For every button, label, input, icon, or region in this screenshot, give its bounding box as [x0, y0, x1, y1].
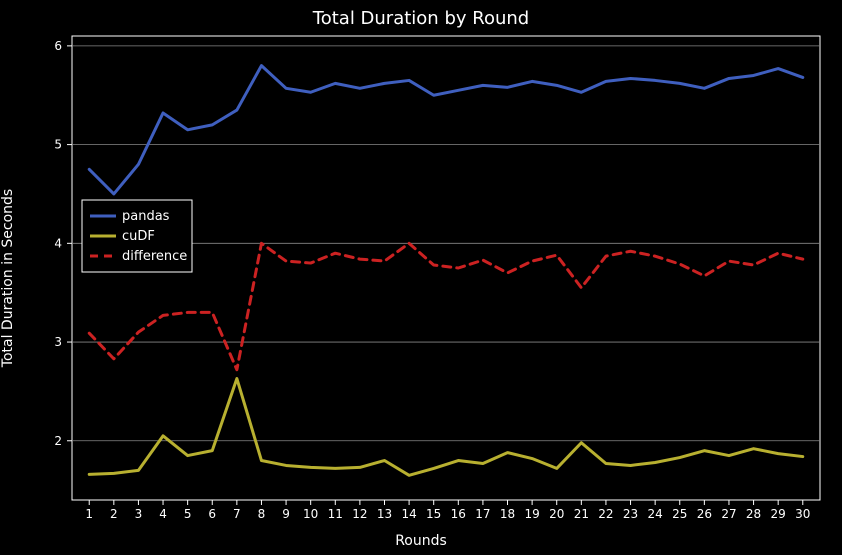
x-tick-label: 16 — [451, 507, 466, 521]
y-tick-label: 4 — [54, 236, 62, 250]
x-tick-label: 10 — [303, 507, 318, 521]
x-tick-label: 8 — [258, 507, 266, 521]
x-tick-label: 22 — [598, 507, 613, 521]
x-tick-label: 1 — [85, 507, 93, 521]
x-tick-label: 19 — [524, 507, 539, 521]
x-tick-label: 23 — [623, 507, 638, 521]
y-tick-label: 6 — [54, 39, 62, 53]
x-tick-label: 13 — [377, 507, 392, 521]
series-cuDF — [89, 379, 803, 476]
x-tick-label: 12 — [352, 507, 367, 521]
chart-container: Total Duration by Round Total Duration i… — [0, 0, 842, 555]
legend-label: pandas — [122, 209, 170, 224]
x-tick-label: 11 — [328, 507, 343, 521]
y-tick-label: 2 — [54, 434, 62, 448]
chart-svg: 2345612345678910111213141516171819202122… — [0, 0, 842, 555]
x-tick-label: 7 — [233, 507, 241, 521]
x-tick-label: 14 — [401, 507, 416, 521]
legend-label: difference — [122, 249, 187, 264]
y-tick-label: 5 — [54, 138, 62, 152]
x-tick-label: 26 — [697, 507, 712, 521]
x-tick-label: 18 — [500, 507, 515, 521]
x-tick-label: 21 — [574, 507, 589, 521]
x-tick-label: 2 — [110, 507, 118, 521]
x-tick-label: 15 — [426, 507, 441, 521]
series-pandas — [89, 66, 803, 194]
x-tick-label: 6 — [208, 507, 216, 521]
x-tick-label: 3 — [135, 507, 143, 521]
x-tick-label: 4 — [159, 507, 167, 521]
x-tick-label: 5 — [184, 507, 192, 521]
x-tick-label: 29 — [771, 507, 786, 521]
y-tick-label: 3 — [54, 335, 62, 349]
series-difference — [89, 243, 803, 369]
x-tick-label: 24 — [648, 507, 663, 521]
x-tick-label: 17 — [475, 507, 490, 521]
legend-label: cuDF — [122, 229, 155, 244]
x-tick-label: 25 — [672, 507, 687, 521]
x-tick-label: 30 — [795, 507, 810, 521]
x-tick-label: 9 — [282, 507, 290, 521]
x-tick-label: 28 — [746, 507, 761, 521]
x-tick-label: 27 — [721, 507, 736, 521]
x-tick-label: 20 — [549, 507, 564, 521]
